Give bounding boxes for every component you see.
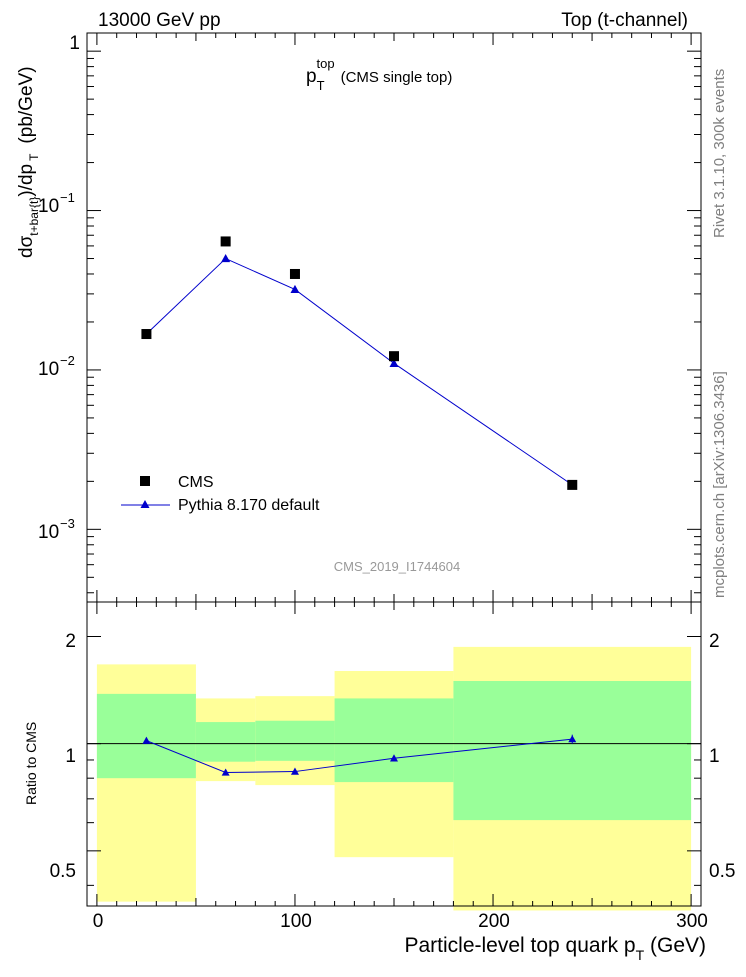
analysis-watermark: CMS_2019_I1744604 [334, 559, 461, 574]
xtick-200: 200 [478, 911, 510, 932]
x-axis-label-unit: (GeV) [644, 934, 706, 957]
plot-title: pTtop (CMS single top) [306, 56, 452, 93]
ylabel-sub-ttbar: t+bar{t} [27, 197, 41, 236]
legend: CMS Pythia 8.170 default [121, 474, 320, 514]
mc-main-point-2 [290, 284, 300, 294]
xtick-300: 300 [676, 911, 708, 932]
ratio-band-inner-2 [255, 720, 335, 761]
mc-series-main [141, 254, 577, 489]
ratio-ytick-0.5-left: 0.5 [50, 861, 76, 882]
xtick-0: 0 [93, 911, 104, 932]
header-process-label: Top (t-channel) [561, 10, 688, 31]
plot-title-sup: top [317, 56, 335, 71]
mc-ratio-point-2 [290, 767, 299, 775]
mc-main-point-1 [221, 254, 231, 263]
legend-mc-label: Pythia 8.170 default [178, 497, 320, 514]
header-energy-label: 13000 GeV pp [98, 10, 221, 31]
cms-point-4 [567, 479, 578, 490]
main-ytick-0.01-exp: −2 [60, 353, 75, 368]
ratio-ytick-1-right: 1 [709, 746, 720, 767]
main-y-axis-label: dσt+bar{t})/dp T (pb/GeV) [16, 66, 41, 258]
ratio-band-inner-0 [96, 693, 196, 779]
x-axis-label-sub: T [636, 947, 645, 963]
ratio-ytick-1-left: 1 [65, 746, 76, 767]
xtick-100: 100 [280, 911, 312, 932]
x-axis-label: Particle-level top quark pT (GeV) [404, 934, 706, 963]
ylabel-dsigma: dσ [16, 235, 37, 258]
mc-main-line [146, 257, 573, 486]
legend-cms-marker [140, 476, 150, 486]
cms-point-3 [389, 351, 399, 362]
main-ytick-0.001: 10 −3 [38, 516, 75, 543]
ylabel-dpt: )/dp [16, 164, 37, 197]
plot-title-desc: (CMS single top) [341, 69, 453, 86]
main-ytick-0.1-exp: −1 [60, 190, 75, 205]
axis-ticks [87, 33, 701, 906]
ylabel-sub-t: T [27, 153, 41, 161]
plot-title-sub: T [317, 78, 325, 93]
mc-series-ratio [142, 734, 577, 776]
legend-cms-label: CMS [178, 474, 214, 491]
main-ytick-0.01: 10 −2 [38, 353, 75, 380]
ratio-ytick-0.5-right: 0.5 [709, 861, 735, 882]
legend-mc-marker [140, 500, 150, 508]
main-panel-frame [86, 32, 702, 603]
ratio-ytick-2-left: 2 [65, 631, 76, 652]
mcplots-label: mcplots.cern.ch [arXiv:1306.3436] [711, 371, 728, 598]
cms-point-1 [220, 236, 231, 247]
ratio-band-inner-1 [195, 722, 256, 762]
ratio-band-inner-3 [334, 698, 454, 783]
x-axis-label-main: Particle-level top quark p [404, 934, 635, 957]
mc-ratio-point-3 [390, 754, 398, 762]
mc-ratio-point-0 [142, 736, 151, 744]
main-ytick-0.01-base: 10 [38, 359, 59, 380]
cms-point-2 [289, 268, 300, 279]
ylabel-unit: (pb/GeV) [16, 66, 37, 143]
ratio-y-axis-label: Ratio to CMS [23, 722, 39, 805]
mc-ratio-point-1 [221, 768, 230, 776]
ratio-ytick-2-right: 2 [709, 631, 720, 652]
plot-title-symbol: p [306, 66, 317, 87]
rivet-version-label: Rivet 3.1.10, 300k events [711, 69, 728, 238]
main-ytick-0.001-base: 10 [38, 522, 59, 543]
cms-point-0 [141, 329, 152, 340]
mc-ratio-point-4 [568, 735, 577, 743]
main-ytick-0.1-base: 10 [38, 196, 59, 217]
main-ytick-0.1: 10 −1 [38, 190, 75, 217]
ratio-bands [96, 646, 692, 911]
ratio-band-inner-4 [453, 680, 692, 821]
main-ytick-0.001-exp: −3 [60, 516, 75, 531]
mc-main-point-3 [389, 358, 399, 367]
main-ytick-1: 1 [69, 33, 80, 54]
cms-series-main [141, 236, 578, 490]
